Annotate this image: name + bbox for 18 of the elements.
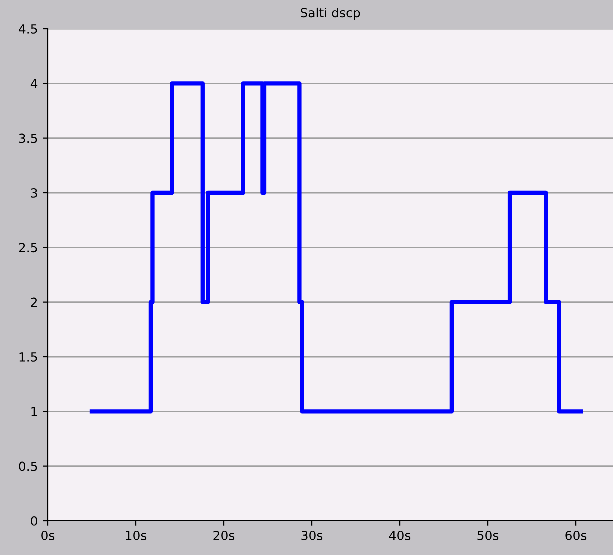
y-tick-label: 0 [31, 516, 38, 526]
y-tick-label: 2.5 [19, 243, 38, 253]
y-tick-label: 3 [31, 188, 38, 198]
x-tick-label: 0s [42, 530, 55, 540]
x-tick-label: 30s [302, 530, 323, 540]
x-tick-label: 20s [214, 530, 235, 540]
y-tick-label: 0.5 [19, 462, 38, 472]
x-tick-label: 60s [566, 530, 587, 540]
chart-title: Salti dscp [300, 8, 360, 20]
y-tick-label: 4 [30, 79, 38, 88]
y-tick-label: 1.5 [20, 352, 38, 362]
y-tick-label: 2 [31, 298, 38, 308]
y-tick-label: 4.5 [19, 24, 38, 34]
x-tick-label: 10s [126, 530, 147, 540]
y-tick-label: 1 [32, 407, 38, 416]
y-tick-label: 3.5 [19, 134, 38, 144]
x-tick-label: 50s [478, 530, 499, 540]
x-tick-label: 40s [389, 530, 411, 540]
